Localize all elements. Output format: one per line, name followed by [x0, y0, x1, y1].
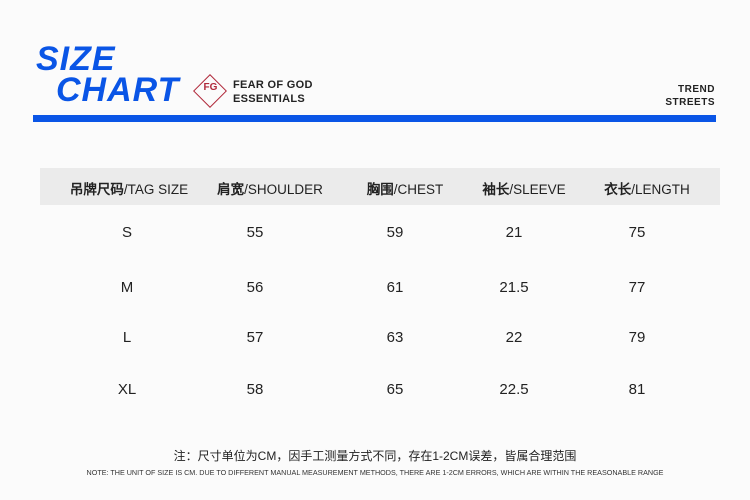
store-name: TREND STREETS: [665, 83, 715, 109]
brand-line2: ESSENTIALS: [233, 93, 306, 105]
table-cell: 21: [505, 224, 523, 241]
brand-line1: FEAR OF GOD: [233, 79, 313, 91]
column-header: 袖长/SLEEVE: [482, 178, 565, 198]
table-cell: XL: [117, 381, 137, 398]
table-cell: 55: [246, 224, 264, 241]
title-size: SIZE: [36, 40, 116, 78]
column-header: 胸围/CHEST: [367, 178, 444, 198]
logo-mark: FG: [203, 82, 218, 93]
column-header-cn: 吊牌尺码: [69, 182, 124, 197]
table-cell: 61: [386, 279, 404, 296]
column-header: 衣长/LENGTH: [604, 178, 690, 198]
table-cell: M: [120, 279, 134, 296]
column-header: 肩宽/SHOULDER: [217, 178, 323, 198]
table-cell: 77: [628, 279, 646, 296]
column-header: 吊牌尺码/TAG SIZE: [70, 178, 188, 198]
table-cell: 57: [246, 329, 264, 346]
table-cell: 22: [505, 329, 523, 346]
table-cell: S: [121, 224, 133, 241]
note-cn: 注：尺寸单位为CM，因手工测量方式不同，存在1-2CM误差，皆属合理范围: [173, 449, 577, 463]
column-header-en: /SHOULDER: [244, 182, 323, 197]
store-line1: TREND: [678, 84, 715, 95]
table-cell: L: [122, 329, 132, 346]
column-header-cn: 衣长: [604, 182, 632, 197]
note-en: NOTE: THE UNIT OF SIZE IS CM. DUE TO DIF…: [86, 468, 664, 477]
store-line2: STREETS: [665, 97, 715, 108]
column-header-cn: 胸围: [366, 182, 394, 197]
column-header-cn: 袖长: [482, 182, 510, 197]
table-cell: 75: [628, 224, 646, 241]
table-cell: 22.5: [499, 381, 529, 398]
column-header-en: /LENGTH: [631, 182, 690, 197]
table-cell: 65: [386, 381, 404, 398]
table-cell: 79: [628, 329, 646, 346]
column-header-en: /SLEEVE: [509, 182, 566, 197]
header-divider: [33, 115, 716, 122]
title-chart: CHART: [56, 71, 180, 109]
column-header-cn: 肩宽: [217, 182, 245, 197]
table-cell: 58: [246, 381, 264, 398]
table-header: [40, 168, 720, 205]
column-header-en: /TAG SIZE: [123, 182, 189, 197]
table-cell: 81: [628, 381, 646, 398]
table-cell: 59: [386, 224, 404, 241]
table-cell: 63: [386, 329, 404, 346]
column-header-en: /CHEST: [393, 182, 444, 197]
table-cell: 56: [246, 279, 264, 296]
table-cell: 21.5: [499, 279, 529, 296]
brand-name: FEAR OF GOD ESSENTIALS: [233, 78, 313, 106]
